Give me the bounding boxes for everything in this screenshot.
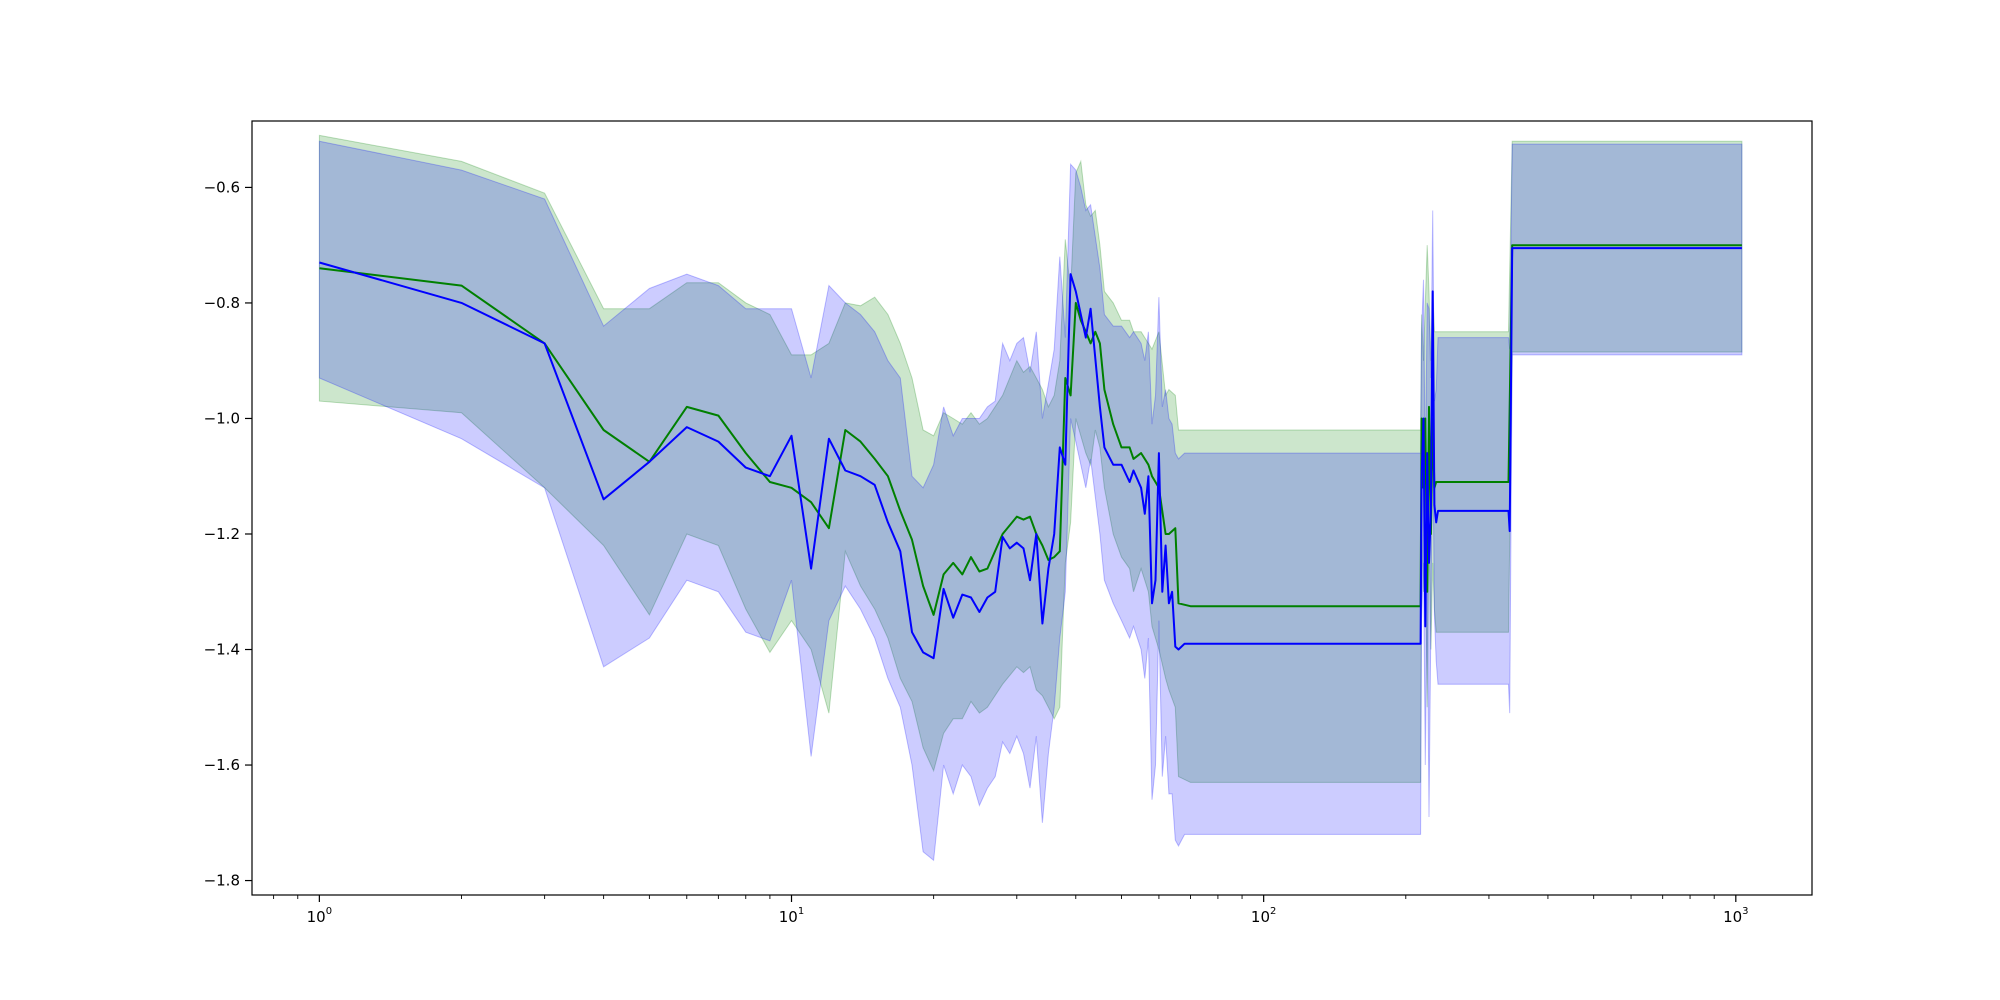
x-tick-label-0: 100 xyxy=(307,906,332,926)
y-tick-label-3: −1.2 xyxy=(204,525,240,543)
x-tick-label-2: 102 xyxy=(1251,906,1276,926)
y-axis: −0.6 −0.8 −1.0 −1.2 −1.4 −1.6 −1.8 xyxy=(204,178,252,890)
y-tick-label-2: −1.0 xyxy=(204,409,240,427)
y-tick-label-0: −0.6 xyxy=(204,178,240,196)
x-axis: 100 101 102 103 xyxy=(273,895,1749,926)
y-tick-label-5: −1.6 xyxy=(204,756,240,774)
y-tick-label-1: −0.8 xyxy=(204,294,240,312)
x-tick-label-1: 101 xyxy=(779,906,804,926)
series-1-line xyxy=(319,247,1742,660)
x-tick-label-3: 103 xyxy=(1723,906,1748,926)
confidence-bands xyxy=(318,134,1743,862)
y-tick-label-4: −1.4 xyxy=(204,641,240,659)
series-1-band xyxy=(318,140,1743,862)
series-0-band xyxy=(318,134,1743,783)
series-lines xyxy=(319,244,1742,660)
plot-frame xyxy=(251,120,1813,896)
y-tick-label-6: −1.8 xyxy=(204,872,240,890)
